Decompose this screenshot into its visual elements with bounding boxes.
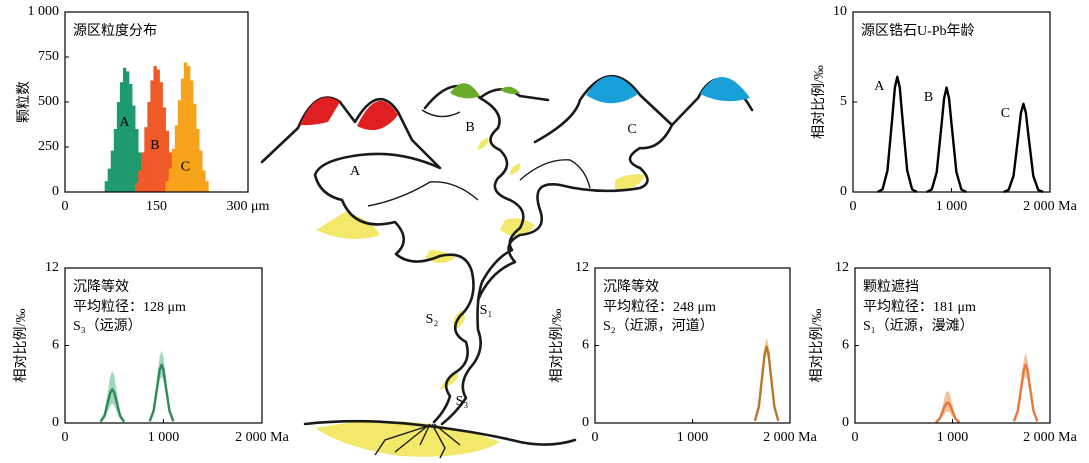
- x-tick-label: 0: [62, 199, 69, 214]
- y-tick-label: 0: [52, 415, 59, 430]
- panel-note: 平均粒径：128 μm: [73, 299, 186, 315]
- histogram-bar: [108, 169, 111, 192]
- diagram-label: S₂: [426, 312, 439, 327]
- histogram-bar: [193, 104, 196, 192]
- series-label: A: [874, 79, 885, 94]
- x-tick-label: 1 000: [677, 430, 709, 445]
- series-label: C: [1001, 106, 1010, 121]
- x-tick-label: 1 000: [148, 430, 180, 445]
- y-tick-label: 12: [45, 260, 59, 275]
- line: [878, 77, 917, 192]
- histogram-bar: [178, 100, 181, 192]
- x-tick-label: 1 000: [936, 199, 968, 214]
- y-tick-label: 6: [582, 338, 589, 353]
- x-tick-label: 300 μm: [227, 199, 270, 214]
- histogram-bar: [144, 127, 147, 192]
- diagram-label: C: [627, 122, 636, 137]
- x-tick-label: 0: [592, 430, 599, 445]
- histogram-bar: [114, 129, 117, 192]
- diagram-label: A: [350, 164, 361, 179]
- histogram-bar: [120, 82, 123, 192]
- histogram-bar: [111, 151, 114, 192]
- diagram-label: S₁: [480, 303, 493, 318]
- y-tick-label: 0: [842, 415, 849, 430]
- histogram-bar: [132, 106, 135, 192]
- series-label: B: [150, 138, 159, 153]
- diagram-label: S₃: [456, 394, 469, 409]
- panel-note: 平均粒径：248 μm: [603, 299, 716, 315]
- figure: A B C S₁ S₂ S₃ 0150300 μm02505007501 000…: [0, 0, 1089, 463]
- histogram-bar: [135, 183, 138, 192]
- histogram-bar: [175, 125, 178, 192]
- y-tick-label: 1 000: [28, 4, 60, 19]
- histogram-bar: [138, 170, 141, 192]
- histogram-bar: [135, 129, 138, 192]
- y-tick-label: 12: [835, 260, 849, 275]
- histogram-bar: [166, 181, 169, 192]
- source-c-peaks: [586, 76, 750, 103]
- x-tick-label: 0: [62, 430, 69, 445]
- river-diagram: A B C S₁ S₂ S₃: [262, 76, 752, 458]
- x-tick-label: 0: [850, 199, 857, 214]
- histogram-bar: [199, 151, 202, 192]
- x-tick-label: 2 000 Ma: [1023, 430, 1077, 445]
- x-tick-label: 2 000 Ma: [235, 430, 289, 445]
- y-tick-label: 5: [840, 94, 847, 109]
- y-axis-label: 相对比例/‰: [549, 309, 565, 383]
- y-tick-label: 250: [38, 139, 59, 154]
- histogram-bar: [196, 129, 199, 192]
- series-label: A: [119, 115, 130, 130]
- y-tick-label: 0: [840, 184, 847, 199]
- y-tick-label: 6: [52, 338, 59, 353]
- histogram-bar: [163, 107, 166, 192]
- y-tick-label: 12: [575, 260, 589, 275]
- histogram-bar: [169, 169, 172, 192]
- histogram-bar: [129, 84, 132, 192]
- y-axis-label: 颗粒数: [16, 81, 32, 123]
- x-tick-label: 2 000 Ma: [763, 430, 817, 445]
- y-axis-label: 相对比例/‰: [13, 309, 29, 383]
- panel-title: 颗粒遮挡: [863, 279, 919, 295]
- fan: [315, 421, 500, 457]
- panel-note: S₃（远源）: [73, 318, 142, 334]
- panel-note: 平均粒径：181 μm: [863, 299, 976, 315]
- diagram-label: B: [465, 120, 474, 135]
- source-b-peaks: [450, 83, 520, 98]
- x-tick-label: 1 000: [937, 430, 969, 445]
- ridges: [368, 110, 590, 206]
- x-tick-label: 150: [146, 199, 167, 214]
- y-tick-label: 0: [582, 415, 589, 430]
- y-tick-label: 750: [38, 49, 59, 64]
- y-axis-label: 相对比例/‰: [811, 65, 827, 139]
- panel-title: 沉降等效: [603, 278, 659, 295]
- panel-note: S₁（近源，漫滩）: [863, 318, 974, 334]
- histogram-bar: [141, 152, 144, 192]
- y-tick-label: 10: [833, 4, 847, 19]
- x-tick-label: 2 000 Ma: [1023, 199, 1077, 214]
- histogram-bar: [190, 80, 193, 192]
- histogram-bar: [205, 181, 208, 192]
- y-axis-label: 相对比例/‰: [809, 309, 825, 383]
- histogram-bar: [105, 181, 108, 192]
- histogram-bar: [153, 66, 156, 192]
- y-tick-label: 6: [842, 338, 849, 353]
- line: [755, 347, 778, 421]
- panel-title: 沉降等效: [73, 278, 129, 295]
- histogram-bar: [160, 82, 163, 192]
- panel-title: 源区锆石U-Pb年龄: [861, 23, 975, 39]
- panel-title: 源区粒度分布: [73, 23, 157, 39]
- y-tick-label: 500: [38, 94, 59, 109]
- histogram-bar: [126, 71, 129, 192]
- series-label: B: [924, 90, 933, 105]
- histogram-bar: [150, 80, 153, 192]
- histogram-bar: [181, 79, 184, 192]
- panel-note: S₂（近源，河道）: [603, 318, 714, 334]
- x-tick-label: 0: [852, 430, 859, 445]
- histogram-bar: [172, 149, 175, 192]
- series-label: C: [181, 160, 190, 175]
- histogram-bar: [157, 70, 160, 192]
- histogram-bar: [202, 170, 205, 192]
- y-tick-label: 0: [52, 184, 59, 199]
